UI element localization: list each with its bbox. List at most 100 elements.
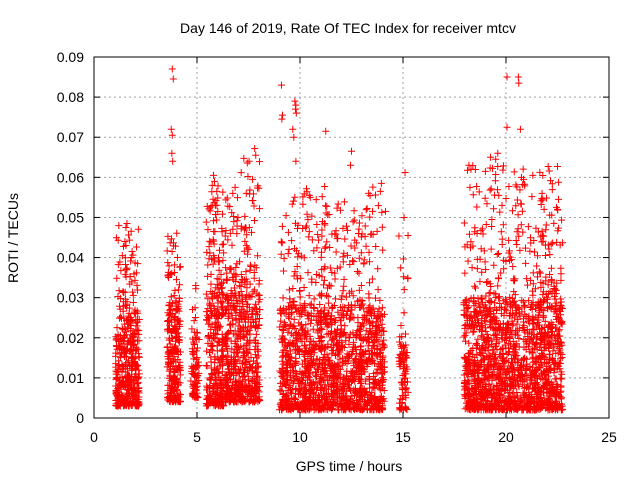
data-point: [216, 246, 224, 254]
data-point: [305, 292, 313, 300]
data-point: [230, 397, 238, 405]
data-point: [127, 327, 135, 335]
data-point: [321, 183, 329, 191]
data-point: [242, 189, 250, 197]
data-point: [218, 210, 226, 218]
data-point: [175, 294, 183, 302]
data-point: [191, 341, 199, 349]
data-point: [119, 337, 127, 345]
x-tick-label: 15: [395, 429, 411, 445]
data-point: [131, 378, 139, 386]
data-point: [332, 295, 340, 303]
data-point: [538, 238, 546, 246]
data-point: [123, 377, 131, 385]
data-point: [399, 255, 407, 263]
data-point: [164, 381, 172, 389]
data-point: [557, 264, 565, 272]
data-point: [550, 219, 558, 227]
data-point: [167, 125, 175, 133]
data-point: [379, 377, 387, 385]
data-point: [400, 309, 408, 317]
y-tick-label: 0: [76, 410, 84, 426]
data-point: [205, 334, 213, 342]
data-point: [214, 364, 222, 372]
data-point: [214, 294, 222, 302]
data-point: [174, 317, 182, 325]
data-point: [285, 245, 293, 253]
x-tick-label: 10: [292, 429, 308, 445]
data-point: [289, 125, 297, 133]
data-point: [172, 305, 180, 313]
data-point: [242, 224, 250, 232]
data-point: [494, 249, 502, 257]
y-tick-label: 0.03: [57, 290, 84, 306]
data-point: [400, 213, 408, 221]
data-point: [134, 375, 142, 383]
data-point: [124, 341, 132, 349]
data-point: [132, 353, 140, 361]
data-point: [113, 274, 121, 282]
data-point: [190, 328, 198, 336]
data-point: [308, 275, 316, 283]
y-tick-labels: 00.010.020.030.040.050.060.070.080.09: [57, 49, 84, 426]
data-point: [278, 115, 286, 123]
data-point: [112, 349, 120, 357]
data-point: [213, 275, 221, 283]
data-point: [118, 338, 126, 346]
data-point: [202, 361, 210, 369]
data-point: [212, 381, 220, 389]
data-point: [191, 304, 199, 312]
data-point: [134, 225, 142, 233]
data-point: [231, 340, 239, 348]
data-point: [214, 182, 222, 190]
data-point: [503, 73, 511, 81]
data-point: [166, 340, 174, 348]
data-point: [472, 284, 480, 292]
y-tick-label: 0.02: [57, 330, 84, 346]
data-point: [329, 303, 337, 311]
data-point: [332, 248, 340, 256]
data-point: [346, 161, 354, 169]
data-point: [213, 376, 221, 384]
data-point: [205, 393, 213, 401]
data-point: [117, 267, 125, 275]
data-point: [125, 231, 133, 239]
data-point: [519, 165, 527, 173]
data-point: [252, 151, 260, 159]
data-point: [168, 248, 176, 256]
data-point: [237, 169, 245, 177]
data-point: [130, 308, 138, 316]
data-point: [294, 253, 302, 261]
data-point: [278, 111, 286, 119]
data-point: [397, 264, 405, 272]
data-point: [210, 228, 218, 236]
chart-title: Day 146 of 2019, Rate Of TEC Index for r…: [180, 20, 516, 36]
data-point: [127, 257, 135, 265]
data-point: [279, 294, 287, 302]
data-point: [192, 387, 200, 395]
data-point: [214, 254, 222, 262]
data-point: [340, 282, 348, 290]
data-point: [516, 125, 524, 133]
data-point: [316, 291, 324, 299]
data-point: [540, 232, 548, 240]
data-point: [216, 359, 224, 367]
data-point: [123, 304, 131, 312]
data-point: [223, 269, 231, 277]
data-point: [171, 261, 179, 269]
data-point: [500, 265, 508, 273]
data-point: [487, 245, 495, 253]
data-point: [167, 310, 175, 318]
data-point: [124, 315, 132, 323]
data-point: [176, 263, 184, 271]
data-point: [214, 338, 222, 346]
data-point: [481, 194, 489, 202]
data-point: [378, 304, 386, 312]
data-point: [347, 242, 355, 250]
data-point: [202, 308, 210, 316]
data-point: [513, 241, 521, 249]
data-point: [123, 266, 131, 274]
data-point: [219, 256, 227, 264]
data-point: [126, 314, 134, 322]
data-point: [487, 185, 495, 193]
